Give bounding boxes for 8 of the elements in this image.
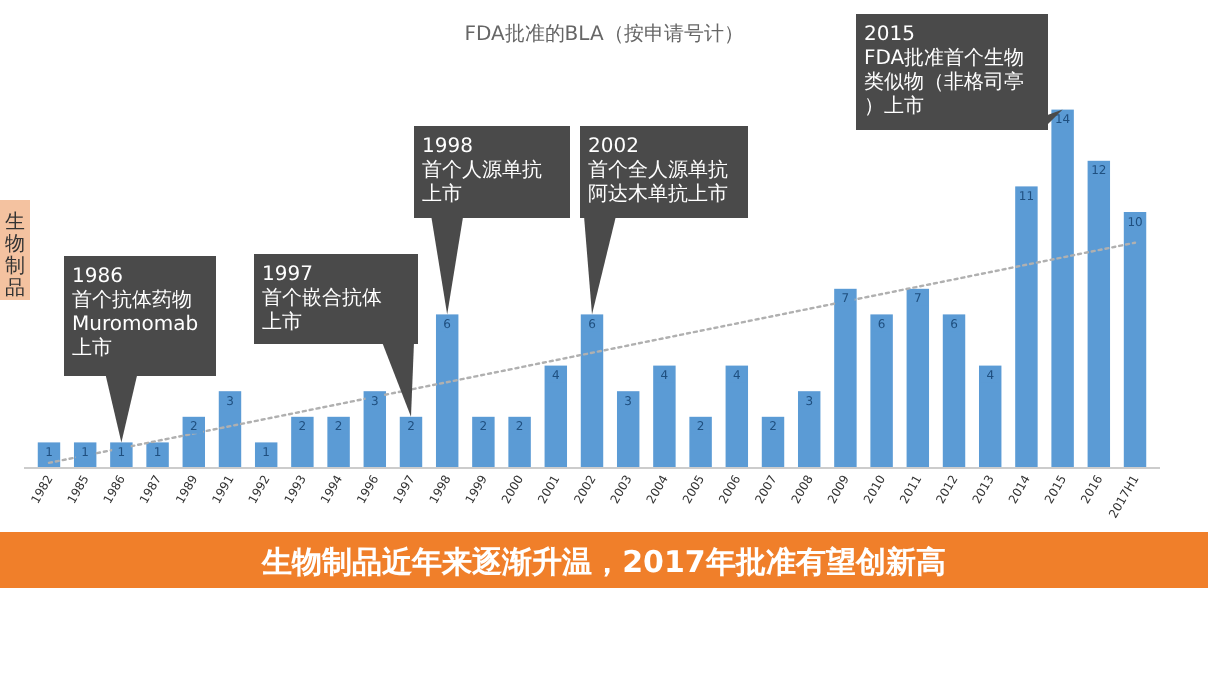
annotation: 2002 首个全人源单抗阿达木单抗上市 (588, 136, 728, 206)
chart-title: FDA批准的BLA（按申请号计） (464, 22, 744, 46)
annotation: 1998 首个人源单抗上市 (422, 136, 542, 206)
annotation: 2015 FDA批准首个生物类似物（非格司亭）上市 (864, 24, 1025, 118)
annotation: 1997 首个嵌合抗体上市 (262, 264, 382, 334)
annotation: 1986 首个抗体药物 Muromomab 上市 (72, 266, 199, 360)
y-axis-title: 生物制品 (5, 210, 25, 300)
text: 生物制品近年来逐渐升温，2017年批准有望创新高 (260, 544, 946, 580)
